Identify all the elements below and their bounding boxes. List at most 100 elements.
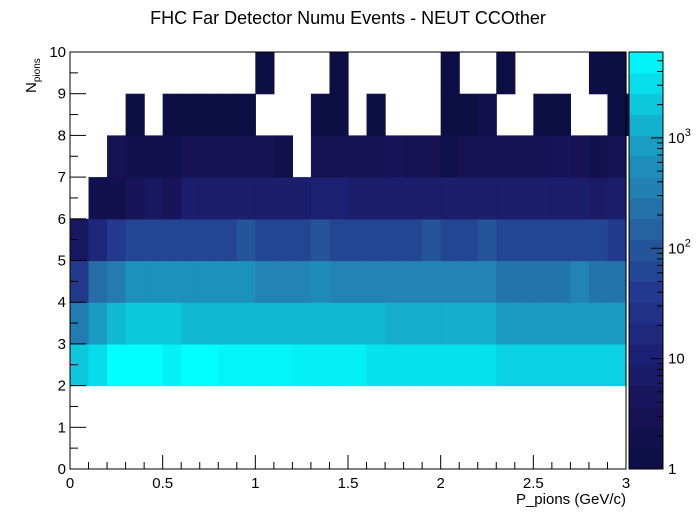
x-axis-ticks [69,455,627,469]
color-scale-band [629,177,663,199]
heatmap-cell [459,93,479,136]
heatmap-cell [607,260,627,303]
heatmap-cell [107,135,127,178]
heatmap-cell [440,52,460,95]
heatmap-cell [236,260,256,303]
heatmap-cell [144,177,164,220]
color-scale-band [629,448,663,470]
heatmap-cell [514,260,534,303]
y-tick-label: 6 [58,211,66,228]
heatmap-cell [514,177,534,220]
heatmap-cell [514,218,534,262]
heatmap-cell [199,135,219,178]
heatmap-cell [88,343,108,387]
color-scale-band [629,260,663,282]
heatmap-cell [255,343,275,387]
color-scale-label: 10 [668,351,685,368]
heatmap-cell [107,302,127,345]
heatmap-cell [236,93,256,136]
heatmap-cell [422,302,442,345]
heatmap-cell [459,302,479,345]
heatmap-cell [570,302,590,345]
heatmap-cell [496,218,516,262]
heatmap-cell [551,93,571,136]
heatmap-cell [162,135,182,178]
heatmap-cell [551,218,571,262]
heatmap-cell [255,135,275,178]
heatmap-cell [588,343,609,387]
heatmap-cell [125,135,145,178]
heatmap-cell [329,218,349,262]
heatmap-cell [70,260,90,303]
heatmap-cell [477,302,497,345]
heatmap-cell [218,93,238,136]
y-axis-ticks [70,51,86,470]
color-scale-band [629,135,663,157]
heatmap-cell [366,343,386,387]
heatmap-cell [551,135,571,178]
heatmap-cell [422,218,442,262]
heatmap-cell [273,343,293,387]
y-axis-tick-labels: 0 1 2 3 4 5 6 7 8 9 10 [49,44,66,478]
color-scale-ticks [651,51,663,470]
heatmap-cell [273,135,293,178]
heatmap-cell [218,260,238,303]
heatmap-cell [366,93,386,136]
heatmap-cell [218,343,238,387]
heatmap-cell [533,218,553,262]
y-tick-label: 2 [58,378,66,395]
heatmap-cell [125,302,145,345]
heatmap-cell [459,177,479,220]
heatmap-cell [607,218,627,262]
heatmap-cell [607,302,627,345]
heatmap-cell [422,260,442,303]
heatmap-cell [162,343,182,387]
heatmap-cell [570,177,590,220]
heatmap-cell [385,177,405,220]
heatmap-cell [107,260,127,303]
heatmap-cell [440,177,460,220]
heatmap-cell [366,302,386,345]
heatmap-cell [255,302,275,345]
color-scale-band [629,197,663,220]
heatmap-cell [607,135,627,178]
heatmap-cell [607,177,627,220]
heatmap-cell [125,93,145,136]
heatmap-cell [125,218,145,262]
heatmap-cell [329,52,349,95]
heatmap-cell [218,302,238,345]
heatmap-cell [181,135,201,178]
color-scale-frame [628,51,664,470]
color-scale-label: 1 [668,461,676,478]
x-tick-label: 2 [436,475,444,492]
heatmap-cell [403,260,423,303]
heatmap-cell [348,177,368,220]
heatmap-cell [162,218,182,262]
heatmap-cell [588,177,609,220]
heatmap-cell [348,218,368,262]
heatmap-cell [236,302,256,345]
heatmap-cell [199,260,219,303]
heatmap-cell [570,260,590,303]
heatmap-cell [422,135,442,178]
y-tick-label: 3 [58,336,66,353]
chart-title: FHC Far Detector Numu Events - NEUT CCOt… [150,8,546,28]
heatmap-cell [273,302,293,345]
heatmap-cell [403,177,423,220]
color-scale-band [629,302,663,324]
heatmap-cell [348,343,368,387]
heatmap-cell [88,302,108,345]
heatmap-cell [292,343,312,387]
heatmap-cell [496,177,516,220]
heatmap-cell [329,135,349,178]
heatmap-cell [255,177,275,220]
heatmap-cell [218,177,238,220]
heatmap-cell [310,260,331,303]
heatmap-cell [70,302,90,345]
heatmap-cell [496,260,516,303]
x-axis-label: P_pions (GeV/c) [516,491,626,508]
x-tick-label: 0 [66,475,74,492]
heatmap-cell [292,177,312,220]
heatmap-cell [496,343,516,387]
heatmap-cell [162,302,182,345]
